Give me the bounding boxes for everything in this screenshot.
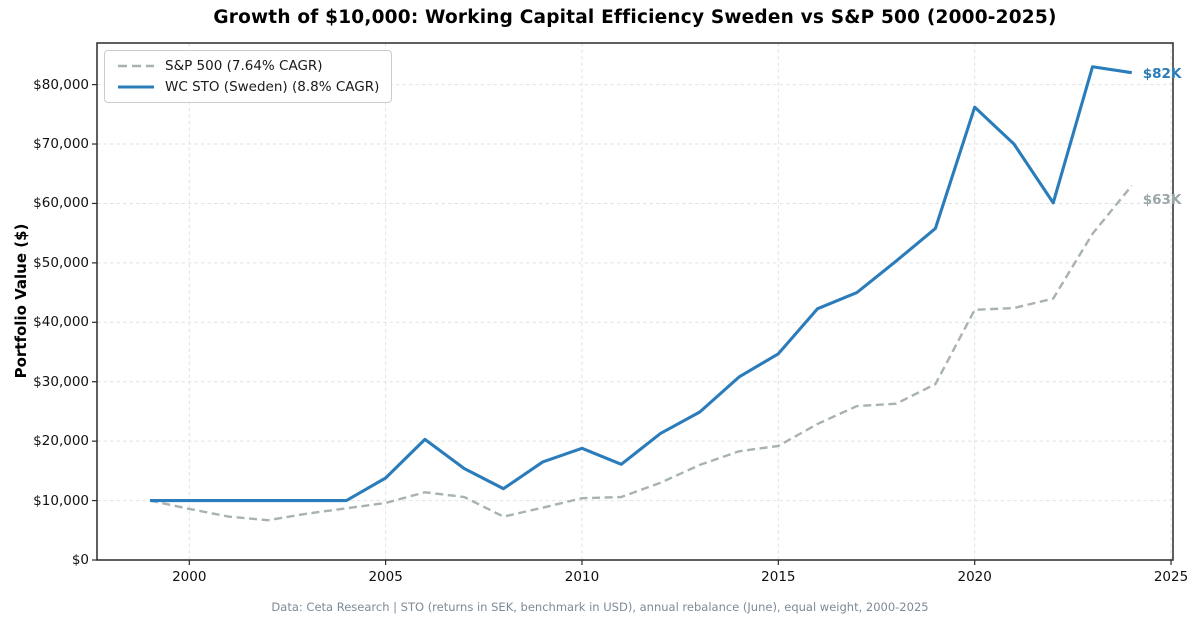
legend-label-wc_sto_sweden: WC STO (Sweden) (8.8% CAGR)	[165, 79, 380, 95]
x-tick-label: 2005	[368, 569, 403, 585]
x-tick-label: 2025	[1153, 569, 1189, 585]
x-tick-label: 2000	[172, 569, 207, 585]
legend: S&P 500 (7.64% CAGR) WC STO (Sweden) (8.8…	[104, 50, 393, 103]
legend-swatch-wc_sto_sweden-solid-line-icon	[118, 85, 154, 89]
end-value-label-sp500: $63K	[1142, 191, 1182, 208]
legend-item-wc_sto_sweden: WC STO (Sweden) (8.8% CAGR)	[117, 79, 379, 95]
data-source-note: Data: Ceta Research | STO (returns in SE…	[271, 600, 929, 614]
y-tick-label: $40,000	[33, 314, 89, 331]
axes-spines	[96, 42, 1174, 561]
end-value-label-wc_sto_sweden: $82K	[1142, 65, 1182, 82]
y-tick-label: $70,000	[33, 136, 89, 153]
series-line-sp500	[149, 184, 1133, 522]
series-line-wc_sto_sweden	[150, 65, 1132, 503]
chart-title: Growth of $10,000: Working Capital Effic…	[213, 7, 1057, 28]
y-tick-label: $10,000	[33, 492, 89, 509]
y-tick-label: $80,000	[33, 76, 89, 93]
y-tick-label: $30,000	[33, 373, 89, 390]
y-tick-label: $50,000	[33, 254, 89, 271]
y-tick-label: $20,000	[33, 433, 89, 450]
y-tick-label: $60,000	[33, 195, 89, 212]
x-tick-label: 2020	[957, 569, 992, 585]
legend-swatch-sp500-dashed-line-icon	[118, 64, 154, 68]
x-tick-label: 2010	[564, 569, 600, 585]
legend-item-sp500: S&P 500 (7.64% CAGR)	[117, 58, 379, 74]
legend-label-sp500: S&P 500 (7.64% CAGR)	[165, 58, 323, 74]
y-tick-label: $0	[71, 552, 89, 568]
x-tick-label: 2015	[761, 569, 796, 585]
